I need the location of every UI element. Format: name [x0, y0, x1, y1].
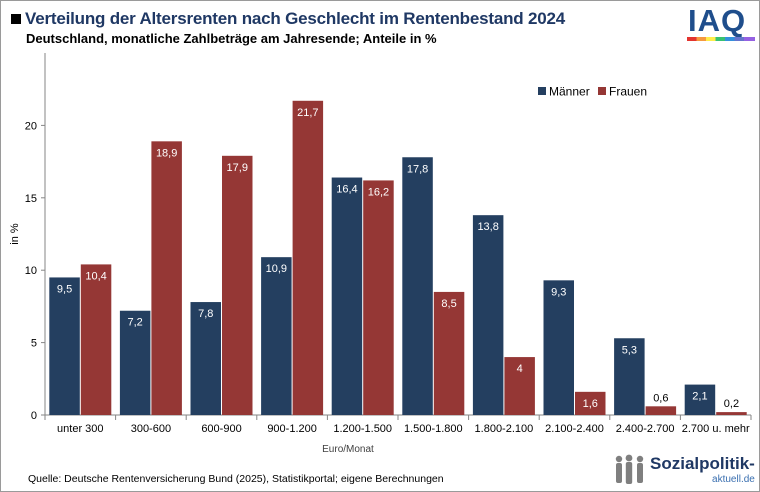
bar-maenner [402, 157, 433, 416]
chart-subtitle: Deutschland, monatliche Zahlbeträge am J… [26, 31, 437, 46]
legend-swatch-frauen [598, 87, 606, 95]
data-label-maenner: 7,8 [198, 308, 213, 320]
data-label-frauen: 4 [517, 363, 523, 375]
x-tick-label: 1.500-1.800 [404, 423, 463, 435]
bar-frauen [575, 391, 606, 415]
x-tick-label: 2.700 u. mehr [682, 423, 750, 435]
data-label-maenner: 9,5 [57, 283, 72, 295]
bar-frauen [292, 100, 324, 415]
iaq-logo: IAQ [688, 3, 747, 38]
people-icon [615, 454, 644, 484]
data-label-frauen: 21,7 [297, 107, 318, 119]
bar-frauen [433, 291, 465, 415]
chart-title-text: Verteilung der Altersrenten nach Geschle… [25, 9, 565, 28]
y-tick-label: 20 [25, 120, 37, 132]
x-tick-label: 900-1.200 [267, 423, 317, 435]
bar-frauen [504, 357, 535, 415]
bar-maenner [119, 310, 151, 415]
data-label-maenner: 13,8 [477, 221, 498, 233]
bar-maenner [49, 277, 80, 415]
data-label-maenner: 2,1 [692, 391, 707, 403]
bar-maenner [543, 280, 574, 415]
sozialpolitik-logo-sub: aktuell.de [712, 474, 755, 485]
bar-frauen [716, 412, 747, 415]
data-label-maenner: 10,9 [266, 263, 287, 275]
x-tick-label: 1.800-2.100 [475, 423, 534, 435]
chart-title: Verteilung der Altersrenten nach Geschle… [11, 9, 565, 29]
x-tick-label: 2.400-2.700 [616, 423, 675, 435]
y-tick-label: 0 [31, 410, 37, 422]
bar-frauen [222, 155, 253, 416]
data-label-frauen: 17,9 [227, 162, 248, 174]
data-label-frauen: 0,2 [724, 398, 739, 410]
x-axis-label: Euro/Monat [322, 444, 374, 455]
x-tick-label: 300-600 [131, 423, 171, 435]
x-tick-label: unter 300 [57, 423, 103, 435]
y-axis-label: in % [9, 223, 21, 245]
data-label-maenner: 16,4 [336, 184, 357, 196]
y-tick-label: 5 [31, 338, 37, 350]
bar-maenner [190, 302, 221, 415]
data-label-maenner: 17,8 [407, 163, 428, 175]
legend-swatch-maenner [538, 87, 546, 95]
data-label-maenner: 5,3 [622, 344, 637, 356]
data-label-frauen: 8,5 [441, 298, 456, 310]
source-note: Quelle: Deutsche Rentenversicherung Bund… [28, 473, 444, 485]
y-tick-label: 15 [25, 193, 37, 205]
x-tick-label: 1.200-1.500 [333, 423, 392, 435]
bar-maenner [261, 257, 292, 415]
data-label-frauen: 0,6 [653, 392, 668, 404]
y-tick-label: 10 [25, 265, 37, 277]
bar-maenner [472, 215, 504, 415]
data-label-frauen: 16,2 [368, 186, 389, 198]
bar-maenner [614, 338, 645, 415]
legend-label-frauen: Frauen [609, 85, 647, 99]
data-label-maenner: 7,2 [128, 317, 143, 329]
data-label-frauen: 1,6 [583, 398, 598, 410]
sozialpolitik-logo-main: Sozialpolitik- [650, 454, 755, 473]
x-tick-label: 600-900 [201, 423, 241, 435]
legend-label-maenner: Männer [549, 85, 590, 99]
title-square-icon [11, 14, 21, 24]
iaq-logo-stripe [687, 37, 755, 41]
bar-frauen [645, 406, 677, 415]
bar-frauen [80, 264, 112, 415]
bar-maenner [331, 177, 363, 415]
bar-maenner [684, 384, 716, 415]
data-label-frauen: 10,4 [85, 270, 106, 282]
data-label-frauen: 18,9 [156, 147, 177, 159]
x-tick-label: 2.100-2.400 [545, 423, 604, 435]
sozialpolitik-logo: Sozialpolitik- aktuell.de [613, 453, 755, 485]
data-label-maenner: 9,3 [551, 286, 566, 298]
bar-frauen [363, 180, 394, 415]
bar-frauen [151, 141, 182, 415]
